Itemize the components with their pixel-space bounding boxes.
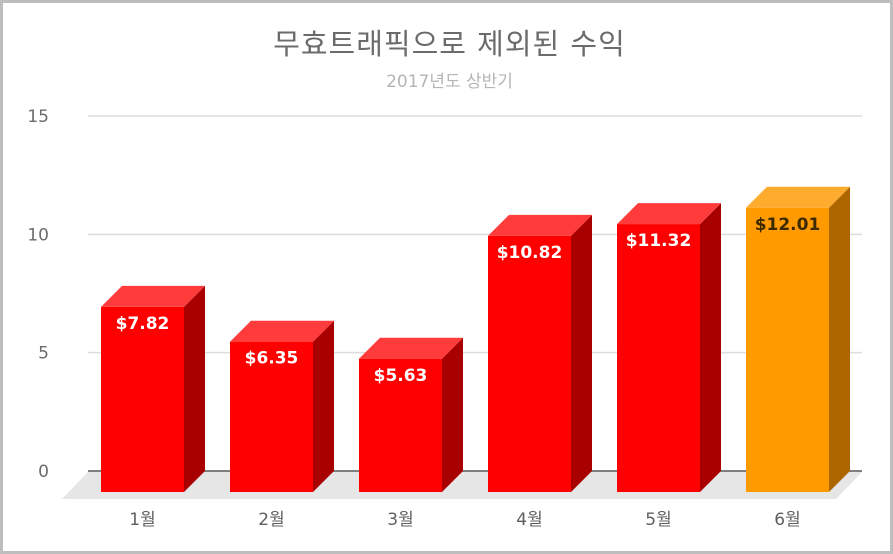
- x-tick-label: 3월: [387, 510, 413, 530]
- data-label: $11.32: [626, 231, 692, 251]
- data-label: $10.82: [497, 243, 563, 263]
- bar-top: [617, 203, 721, 225]
- data-label: $6.35: [245, 349, 299, 369]
- bar: [230, 341, 313, 492]
- bar-top: [230, 320, 334, 342]
- x-tick-label: 6월: [774, 510, 800, 530]
- data-label: $7.82: [116, 314, 170, 334]
- chart-subtitle: 2017년도 상반기: [386, 72, 513, 92]
- data-label: $5.63: [374, 366, 428, 386]
- bar-side: [442, 337, 463, 492]
- y-tick-label: 5: [38, 344, 49, 364]
- data-label: $12.01: [755, 215, 821, 235]
- bar-top: [359, 337, 463, 359]
- x-tick-label: 2월: [258, 510, 284, 530]
- y-tick-label: 0: [38, 462, 49, 482]
- bar: [101, 306, 184, 492]
- chart-title: 무효트래픽으로 제외된 수익: [273, 27, 626, 61]
- bar-side: [571, 214, 592, 492]
- x-tick-label: 1월: [129, 510, 155, 530]
- bar: [488, 235, 571, 492]
- bar-top: [101, 285, 205, 307]
- bar: [617, 224, 700, 493]
- bar-side: [313, 320, 334, 492]
- bar-top: [746, 186, 850, 208]
- x-tick-label: 4월: [516, 510, 542, 530]
- bar-side: [829, 186, 850, 492]
- y-tick-label: 10: [27, 225, 49, 245]
- bar: [359, 358, 442, 492]
- bar-side: [700, 203, 721, 493]
- bar-top: [488, 214, 592, 236]
- bar-side: [184, 285, 205, 492]
- x-tick-label: 5월: [645, 510, 671, 530]
- y-tick-label: 15: [27, 107, 49, 127]
- bar: [746, 207, 829, 492]
